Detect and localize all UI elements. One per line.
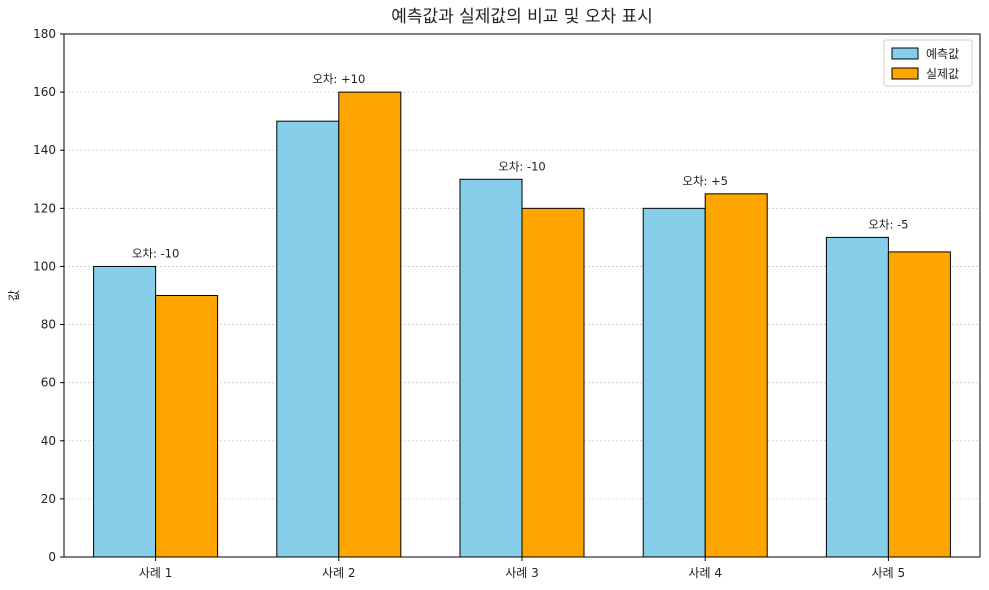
- y-tick-label: 180: [33, 27, 56, 41]
- bar-predicted: [276, 120, 340, 558]
- y-tick-label: 160: [33, 85, 56, 99]
- error-annotation: 오차: -10: [498, 159, 545, 173]
- bar-actual: [704, 193, 768, 558]
- y-tick-label: 120: [33, 201, 56, 215]
- bar-predicted: [93, 265, 157, 558]
- bar-actual: [521, 207, 585, 558]
- x-tick-label: 사례 1: [139, 566, 173, 580]
- error-annotation: 오차: -10: [132, 246, 179, 260]
- x-tick-label: 사례 5: [872, 566, 906, 580]
- y-tick-label: 40: [41, 434, 56, 448]
- bar-actual: [155, 295, 219, 558]
- error-annotation: 오차: +10: [312, 72, 365, 86]
- legend-swatch: [891, 67, 919, 80]
- y-axis-label: 값: [7, 290, 21, 301]
- bars: [93, 91, 951, 558]
- error-annotation: 오차: -5: [868, 217, 908, 231]
- y-axis: 0 20 40 60 80 100 120 140 160 180: [33, 27, 64, 564]
- error-annotations: 오차: -10 오차: +10 오차: -10 오차: +5 오차: -5: [132, 72, 909, 260]
- x-tick-label: 사례 4: [688, 566, 722, 580]
- legend-label: 실제값: [926, 67, 959, 81]
- y-tick-label: 20: [41, 492, 56, 506]
- y-tick-label: 60: [41, 376, 56, 390]
- bar-predicted: [459, 178, 523, 558]
- bar-predicted: [825, 236, 889, 558]
- legend-swatch: [891, 47, 919, 60]
- bar-actual: [887, 251, 951, 558]
- y-tick-label: 0: [48, 550, 56, 564]
- x-tick-label: 사례 2: [322, 566, 356, 580]
- bar-predicted: [642, 207, 706, 558]
- chart-title: 예측값과 실제값의 비교 및 오차 표시: [391, 7, 653, 27]
- bar-actual: [338, 91, 402, 558]
- legend-label: 예측값: [926, 47, 959, 61]
- y-tick-label: 80: [41, 318, 56, 332]
- y-tick-label: 100: [33, 259, 56, 273]
- y-tick-label: 140: [33, 143, 56, 157]
- x-axis: 사례 1 사례 2 사례 3 사례 4 사례 5: [139, 557, 905, 580]
- error-annotation: 오차: +5: [682, 174, 728, 188]
- x-tick-label: 사례 3: [505, 566, 539, 580]
